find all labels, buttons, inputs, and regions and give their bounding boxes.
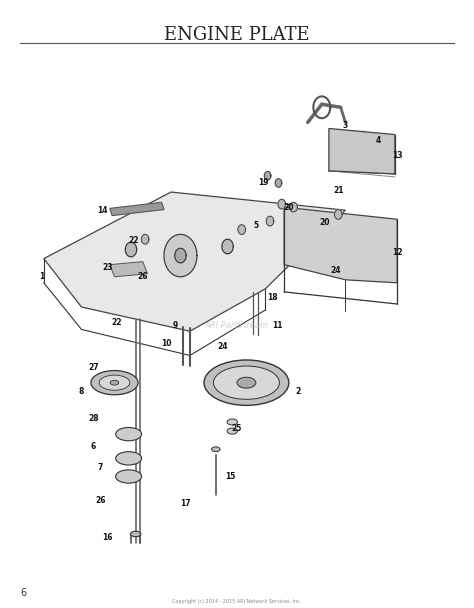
Polygon shape	[110, 261, 147, 277]
Text: 21: 21	[333, 185, 344, 195]
Text: 12: 12	[392, 248, 402, 257]
Ellipse shape	[213, 366, 279, 399]
Text: 5: 5	[253, 221, 258, 230]
Text: 16: 16	[102, 533, 113, 542]
Polygon shape	[125, 242, 137, 257]
Polygon shape	[266, 216, 274, 226]
Text: 7: 7	[98, 463, 103, 472]
Text: ENGINE PLATE: ENGINE PLATE	[164, 26, 310, 44]
Text: 23: 23	[102, 263, 113, 272]
Ellipse shape	[116, 427, 142, 441]
Text: 27: 27	[88, 363, 99, 372]
Ellipse shape	[211, 447, 220, 452]
Polygon shape	[44, 192, 346, 331]
Polygon shape	[110, 202, 164, 216]
Ellipse shape	[237, 377, 256, 388]
Text: 2: 2	[296, 387, 301, 396]
Polygon shape	[329, 128, 395, 174]
Polygon shape	[222, 239, 233, 254]
Text: 26: 26	[95, 496, 106, 505]
Polygon shape	[238, 225, 246, 235]
Ellipse shape	[116, 452, 142, 465]
Ellipse shape	[130, 531, 141, 537]
Ellipse shape	[227, 419, 237, 425]
Polygon shape	[141, 235, 149, 244]
Ellipse shape	[91, 370, 138, 395]
Text: 1: 1	[39, 272, 44, 282]
Text: 20: 20	[319, 218, 329, 227]
Text: 6: 6	[20, 589, 27, 598]
Polygon shape	[264, 171, 271, 180]
Text: 25: 25	[232, 424, 242, 432]
Text: 13: 13	[392, 151, 402, 161]
Text: 26: 26	[137, 272, 148, 282]
Polygon shape	[278, 199, 285, 209]
Polygon shape	[284, 207, 397, 283]
Text: 15: 15	[225, 472, 235, 481]
Ellipse shape	[116, 470, 142, 483]
Text: 28: 28	[88, 415, 99, 424]
Text: ARI PartStream: ARI PartStream	[205, 320, 269, 330]
Ellipse shape	[227, 428, 237, 434]
Ellipse shape	[99, 375, 130, 390]
Text: 17: 17	[180, 499, 191, 508]
Text: 18: 18	[267, 294, 278, 302]
Text: 19: 19	[258, 179, 268, 187]
Text: 20: 20	[283, 202, 294, 212]
Text: 22: 22	[128, 236, 138, 245]
Ellipse shape	[110, 380, 118, 385]
Text: 22: 22	[111, 317, 122, 326]
Text: 24: 24	[331, 266, 341, 275]
Polygon shape	[335, 210, 342, 219]
Polygon shape	[164, 235, 197, 277]
Polygon shape	[290, 202, 297, 212]
Ellipse shape	[204, 360, 289, 406]
Text: 3: 3	[343, 121, 348, 130]
Text: 4: 4	[376, 136, 381, 145]
Polygon shape	[175, 248, 186, 263]
Text: 8: 8	[79, 387, 84, 396]
Text: 9: 9	[173, 320, 178, 330]
Text: 10: 10	[161, 339, 172, 348]
Polygon shape	[275, 179, 282, 187]
Text: 6: 6	[91, 442, 96, 451]
Text: 24: 24	[218, 342, 228, 351]
Text: 11: 11	[272, 320, 283, 330]
Text: 14: 14	[98, 206, 108, 215]
Text: Copyright (c) 2014 - 2015 ARI Network Services, Inc.: Copyright (c) 2014 - 2015 ARI Network Se…	[173, 599, 301, 604]
